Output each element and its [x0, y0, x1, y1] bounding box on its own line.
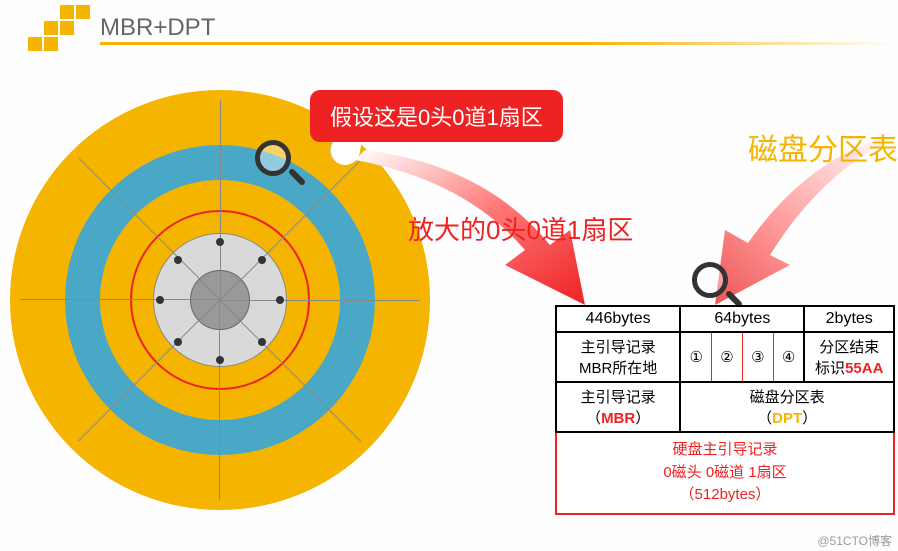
footer-credit: @51CTO博客	[817, 532, 892, 549]
mbr-location-cell: 主引导记录 MBR所在地	[556, 332, 680, 382]
summary-cell: 硬盘主引导记录 0磁头 0磁道 1扇区 （512bytes）	[556, 432, 894, 514]
magnify-dpt-icon	[692, 262, 740, 310]
bytes-col2: 64bytes	[680, 306, 804, 332]
dpt-label-cell: 磁盘分区表 （DPT）	[680, 382, 894, 432]
bytes-col1: 446bytes	[556, 306, 680, 332]
dpt-side-label: 磁盘分区表	[748, 125, 898, 169]
page-title: MBR+DPT	[100, 14, 215, 42]
partitions-cell: ① ② ③ ④	[680, 332, 804, 382]
end-marker-cell: 分区结束 标识55AA	[804, 332, 894, 382]
magnify-sector-icon	[255, 140, 303, 188]
mbr-structure-table: 446bytes 64bytes 2bytes 主引导记录 MBR所在地 ① ②…	[555, 305, 895, 515]
logo-icon	[0, 5, 90, 50]
bytes-col3: 2bytes	[804, 306, 894, 332]
sector-callout: 假设这是0头0道1扇区	[310, 90, 563, 142]
title-underline	[100, 42, 898, 45]
zoom-label: 放大的0头0道1扇区	[408, 210, 633, 247]
mbr-label-cell: 主引导记录 （MBR）	[556, 382, 680, 432]
